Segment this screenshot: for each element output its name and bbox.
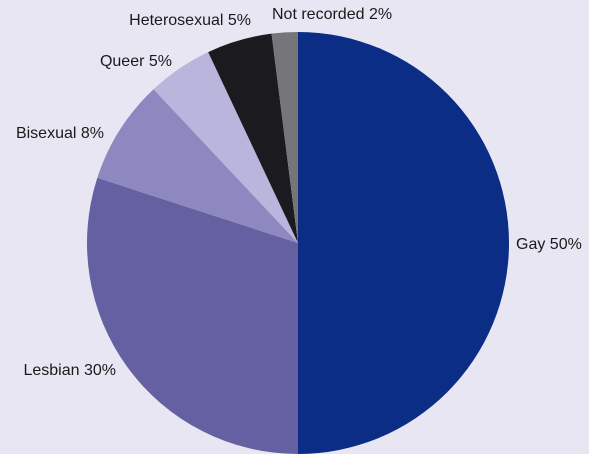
slice-label-not-recorded: Not recorded 2%	[272, 6, 392, 23]
slice-label-lesbian: Lesbian 30%	[23, 362, 116, 379]
pie-slice-not-recorded	[271, 31, 298, 243]
pie-slice-lesbian	[87, 177, 298, 454]
pie-slice-heterosexual	[208, 33, 298, 243]
pie-labels: Gay 50% Lesbian 30% Bisexual 8% Queer 5% Het…	[16, 6, 582, 379]
slice-label-queer: Queer 5%	[100, 53, 172, 70]
slice-label-heterosexual: Heterosexual 5%	[129, 12, 251, 29]
pie-slice-bisexual	[97, 89, 298, 243]
slice-label-bisexual: Bisexual 8%	[16, 125, 104, 142]
pie-slice-queer	[153, 52, 298, 243]
pie-slice-gay	[298, 32, 509, 454]
pie-slices	[87, 31, 509, 454]
slice-label-gay: Gay 50%	[516, 236, 582, 253]
